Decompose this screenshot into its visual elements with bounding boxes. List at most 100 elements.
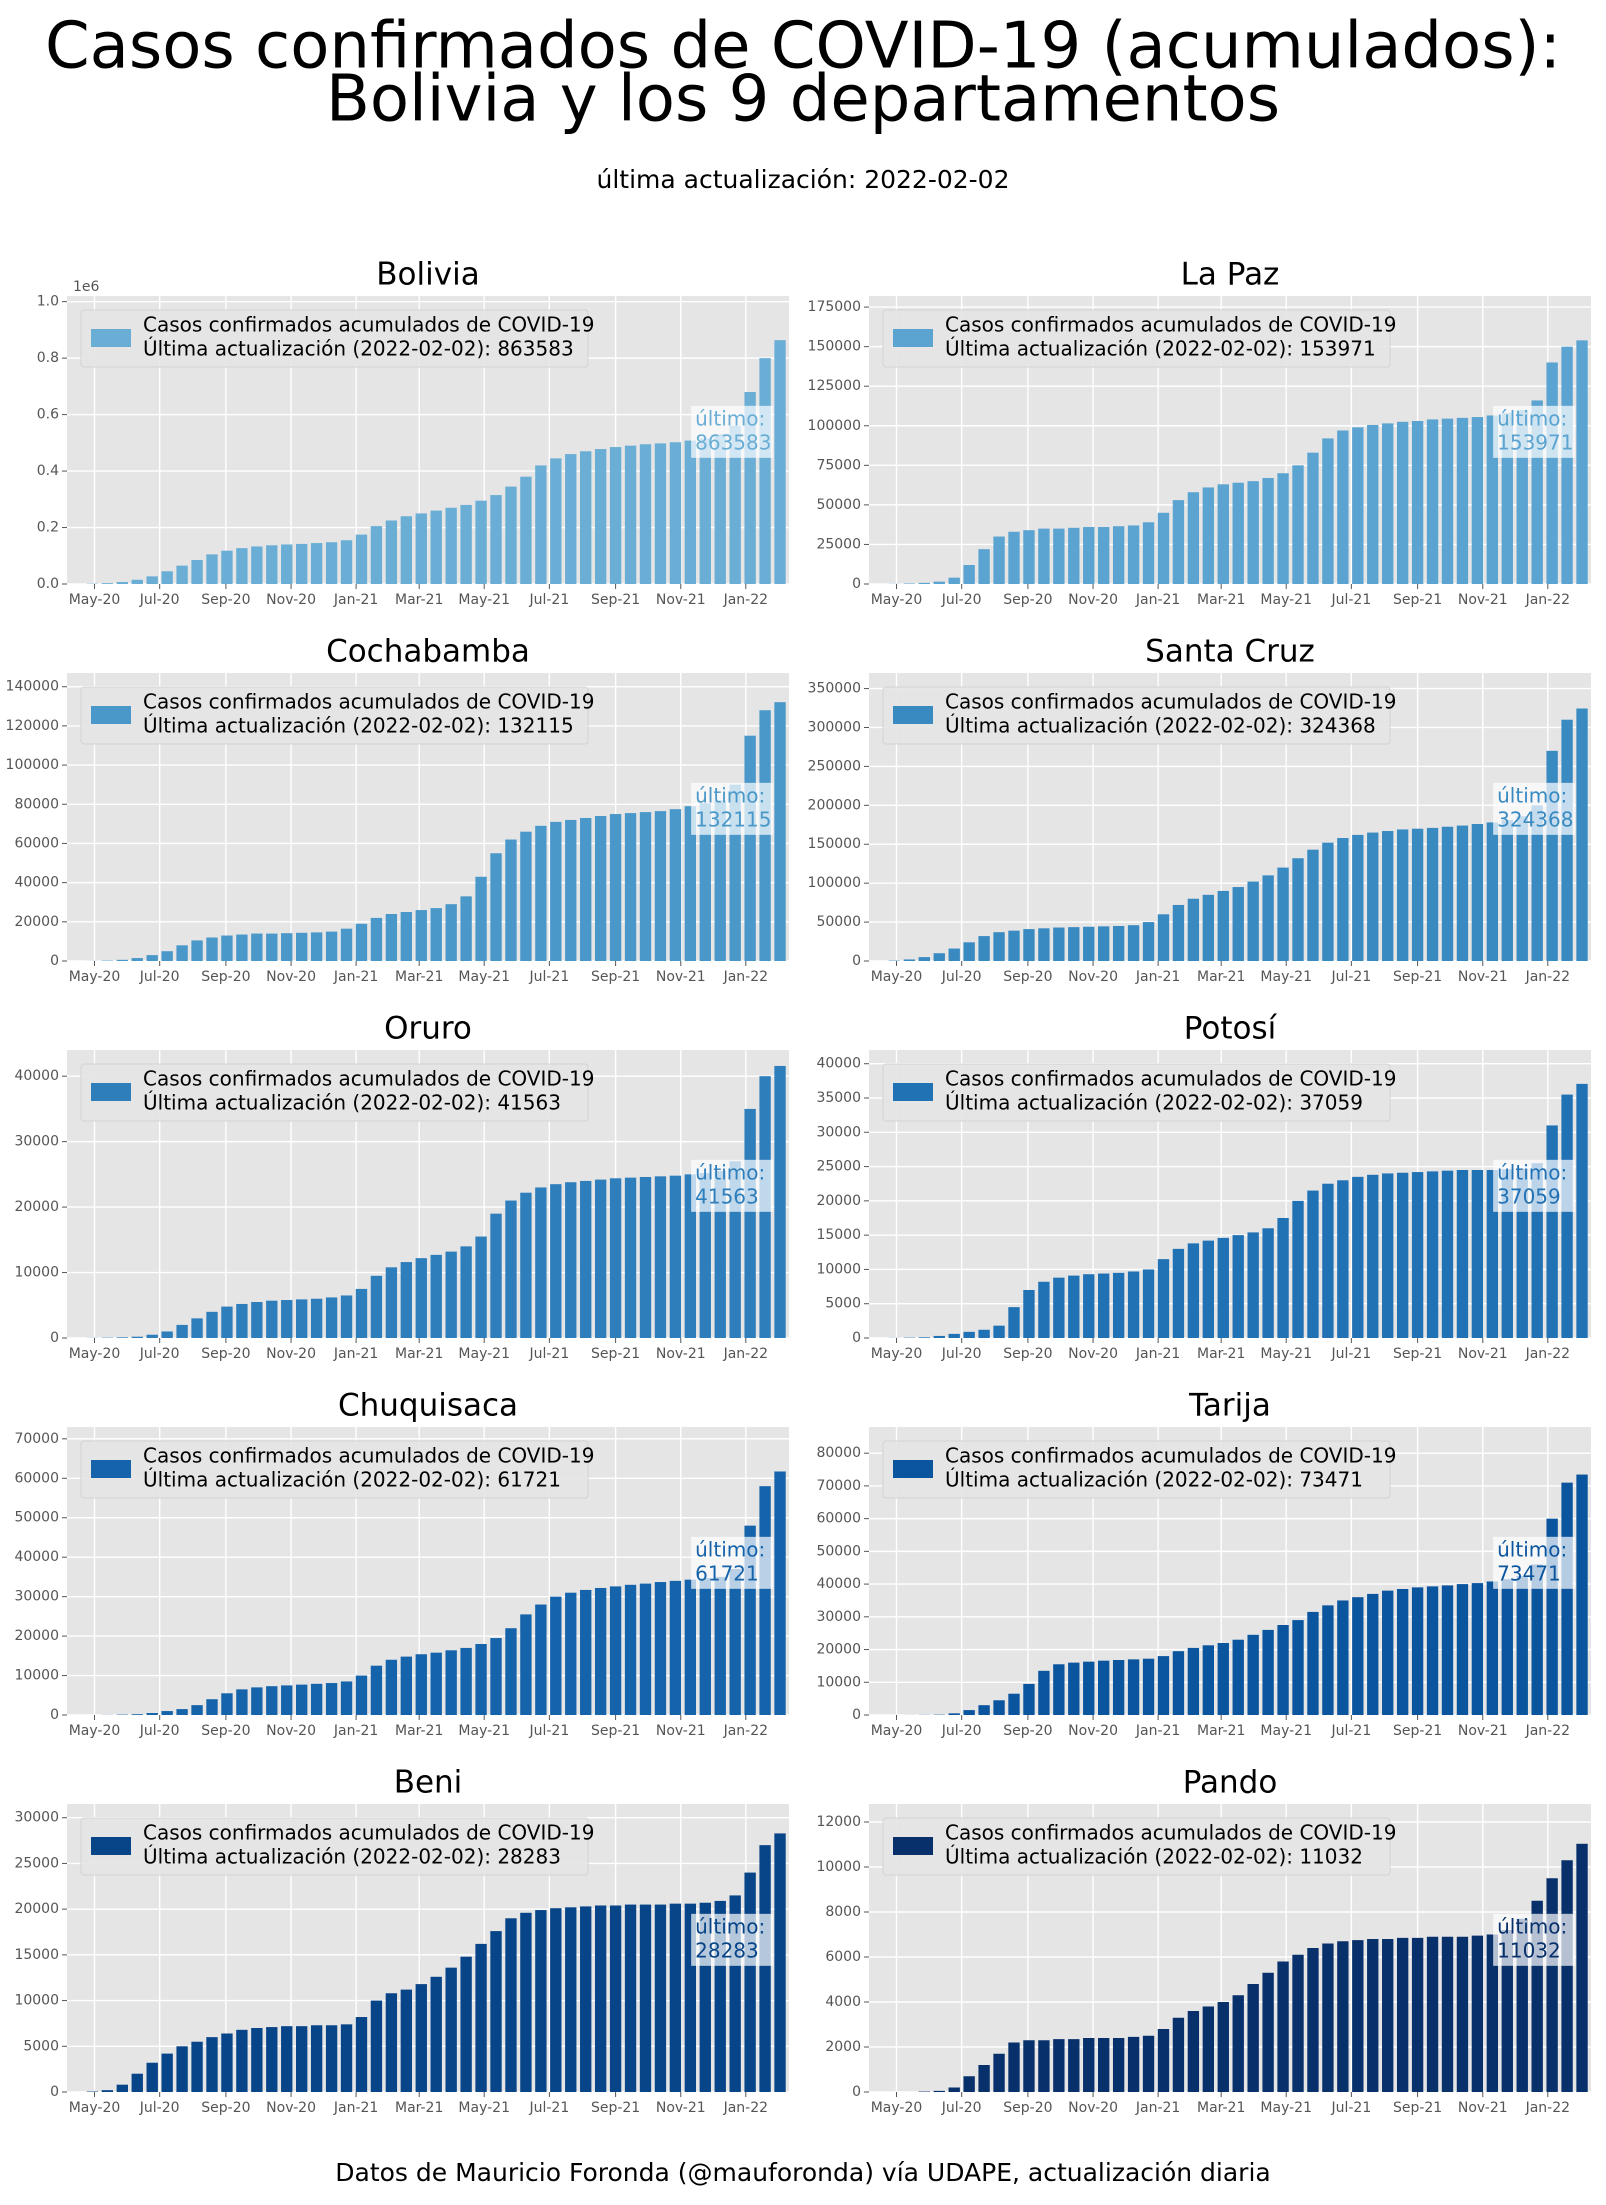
bar: [1172, 1248, 1185, 1338]
bar: [1576, 1474, 1588, 1715]
bar: [1516, 409, 1528, 584]
bar: [1232, 887, 1244, 961]
bar: [654, 811, 667, 961]
bar: [1322, 1605, 1334, 1715]
x-tick-label: Mar-21: [1197, 1723, 1245, 1739]
bar: [594, 816, 607, 961]
y-tick-label: 300000: [808, 719, 861, 735]
x-tick-label: Jul-21: [1330, 1723, 1371, 1739]
x-tick-label: Jul-20: [941, 2100, 982, 2116]
subplot: Potosí 0 5000 10000 15000 20000 25000 30000 3500…: [816, 1011, 1591, 1362]
x-tick-label: Jan-22: [1525, 969, 1570, 985]
bar: [1008, 2042, 1020, 2092]
bar: [161, 951, 173, 961]
bar: [310, 932, 323, 961]
y-tick-label: 0.2: [37, 520, 59, 536]
bar: [759, 710, 771, 961]
y-tick-label: 20000: [14, 1628, 59, 1644]
bar: [1172, 500, 1185, 584]
bar: [1157, 1259, 1170, 1338]
bar: [714, 1576, 726, 1715]
legend-box: [80, 1063, 589, 1122]
bar: [1352, 1176, 1364, 1338]
legend-swatch: [893, 1083, 933, 1101]
bar: [1367, 1939, 1379, 2092]
annotation-value: 132115: [695, 807, 771, 831]
bar: [1486, 415, 1499, 584]
bar: [918, 1337, 930, 1338]
bar: [1382, 1939, 1394, 2092]
legend-box: [882, 1063, 1391, 1122]
x-tick-label: Jan-22: [723, 1723, 768, 1739]
bar: [729, 784, 741, 961]
bar: [176, 1709, 188, 1715]
bar: [580, 451, 592, 584]
bar: [1127, 525, 1140, 584]
bar: [325, 1297, 338, 1338]
legend-label: Casos confirmados acumulados de COVID-19: [945, 313, 1396, 337]
bar: [460, 1647, 472, 1715]
bar: [669, 442, 682, 584]
bar: [1262, 1972, 1274, 2092]
x-tick-label: Sep-20: [201, 1723, 250, 1739]
x-tick-label: Jan-22: [1525, 1723, 1570, 1739]
bar: [131, 579, 143, 584]
bar: [1337, 430, 1349, 584]
x-tick-label: Jan-22: [723, 1346, 768, 1362]
bar: [963, 565, 975, 584]
bar: [206, 1699, 218, 1715]
offset-label: 1e6: [73, 279, 100, 295]
x-tick-label: Mar-21: [395, 592, 443, 608]
y-tick-label: 0.4: [37, 463, 59, 479]
bar: [684, 1579, 697, 1715]
y-tick-label: 1.0: [37, 294, 59, 310]
bar: [131, 1714, 143, 1715]
bar: [1411, 1937, 1424, 2092]
bar: [1471, 417, 1484, 584]
subplot: Santa Cruz 0 50000 100000 150000 200000 250000…: [808, 634, 1591, 985]
bar: [1426, 1936, 1439, 2092]
bar: [221, 935, 233, 961]
bar: [430, 510, 442, 584]
bar: [1262, 1228, 1274, 1338]
bar: [236, 934, 248, 961]
bar: [580, 1180, 592, 1338]
legend-box: [80, 309, 589, 368]
annotation-value: 11032: [1497, 1938, 1561, 1962]
bar: [1471, 824, 1484, 961]
legend-label: Última actualización (2022-02-02): 61721: [143, 1468, 561, 1492]
x-tick-label: Jul-20: [941, 969, 982, 985]
bar: [1561, 719, 1573, 961]
bar: [176, 945, 188, 961]
bar: [1531, 1163, 1543, 1338]
bar: [759, 1845, 771, 2092]
bar: [355, 1288, 368, 1338]
bar: [266, 933, 278, 961]
bar: [1382, 1173, 1394, 1338]
y-tick-label: 60000: [14, 1470, 59, 1486]
bar: [550, 821, 562, 961]
bar: [1068, 1662, 1080, 1715]
bar: [1127, 925, 1140, 961]
bar: [1546, 1518, 1558, 1715]
bar: [445, 1251, 457, 1338]
y-tick-label: 20000: [14, 1199, 59, 1215]
bar: [1516, 816, 1528, 961]
subplot-title: Santa Cruz: [1145, 634, 1315, 670]
bar: [1247, 1232, 1259, 1338]
x-tick-label: Jan-21: [333, 592, 378, 608]
y-tick-label: 4000: [825, 1994, 861, 2010]
bar: [1561, 1860, 1573, 2092]
bar: [1217, 1237, 1229, 1338]
bar: [460, 1956, 472, 2092]
bar: [933, 2090, 945, 2092]
x-tick-label: Jul-20: [941, 592, 982, 608]
subplot-title: Oruro: [384, 1011, 472, 1047]
bar: [1202, 1240, 1215, 1338]
y-tick-label: 20000: [14, 1901, 59, 1917]
bar: [1068, 1275, 1080, 1338]
bar: [594, 449, 607, 584]
bar: [774, 340, 786, 584]
y-tick-label: 60000: [816, 1511, 861, 1527]
x-tick-label: Sep-20: [1003, 1723, 1052, 1739]
